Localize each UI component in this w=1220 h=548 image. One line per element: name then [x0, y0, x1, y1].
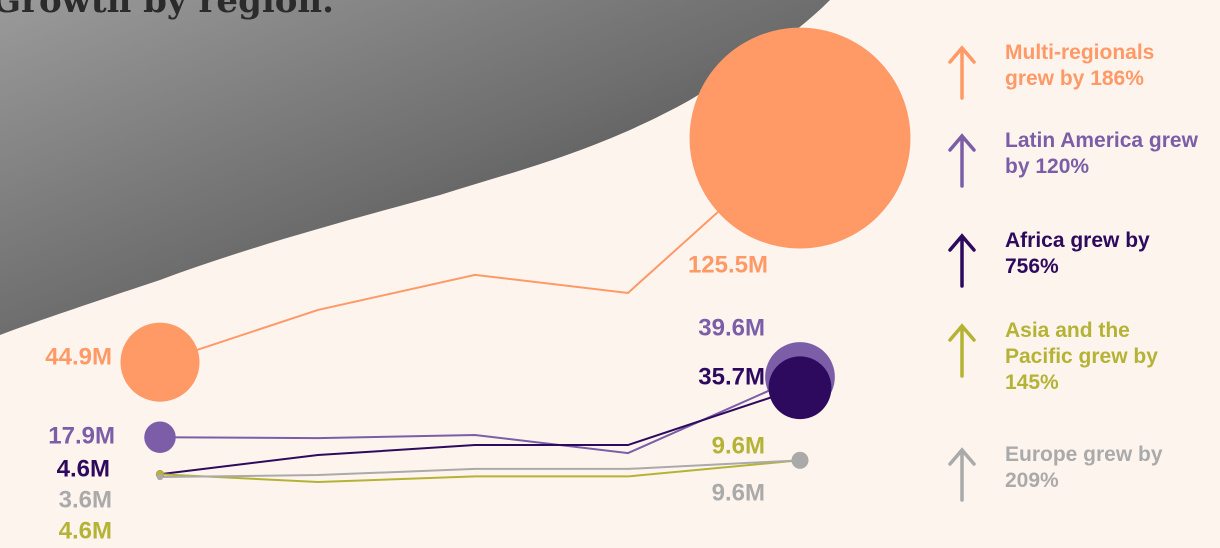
start-label: 3.6M: [59, 486, 112, 513]
start-label: 17.9M: [48, 422, 115, 449]
background-photo: [0, 0, 830, 335]
series-line: [159, 375, 801, 455]
bubble: [768, 356, 832, 420]
end-label: 9.6M: [712, 432, 765, 459]
legend-arrow: [948, 323, 976, 378]
bubble: [791, 451, 809, 469]
series-line: [159, 459, 801, 478]
legend-arrow: [948, 447, 976, 502]
bubble: [120, 322, 200, 402]
legend-entry: Multi-regionals grew by 186%: [1005, 41, 1155, 90]
legend-arrow: [948, 233, 976, 288]
bubble: [689, 27, 911, 249]
series-line: [159, 386, 801, 476]
end-label: 39.6M: [698, 314, 765, 341]
bubble: [156, 473, 164, 481]
legend-entry: Asia and the Pacific grew by 145%: [1005, 319, 1158, 394]
legend-entry: Latin America grew by 120%: [1005, 129, 1198, 178]
legend-arrow: [948, 133, 976, 188]
legend-arrow: [948, 45, 976, 100]
legend-entry: Europe grew by 209%: [1005, 443, 1163, 492]
bubble: [144, 421, 176, 453]
series-line: [159, 459, 801, 483]
chart-title: Growth by region.: [0, 0, 334, 21]
end-label: 35.7M: [698, 363, 765, 390]
start-label: 4.6M: [57, 455, 110, 482]
end-label: 125.5M: [688, 251, 768, 278]
start-label: 44.9M: [45, 343, 112, 370]
series-line: [159, 137, 801, 364]
end-label: 9.6M: [712, 479, 765, 506]
legend-entry: Africa grew by 756%: [1005, 229, 1150, 278]
start-label: 4.6M: [59, 517, 112, 544]
